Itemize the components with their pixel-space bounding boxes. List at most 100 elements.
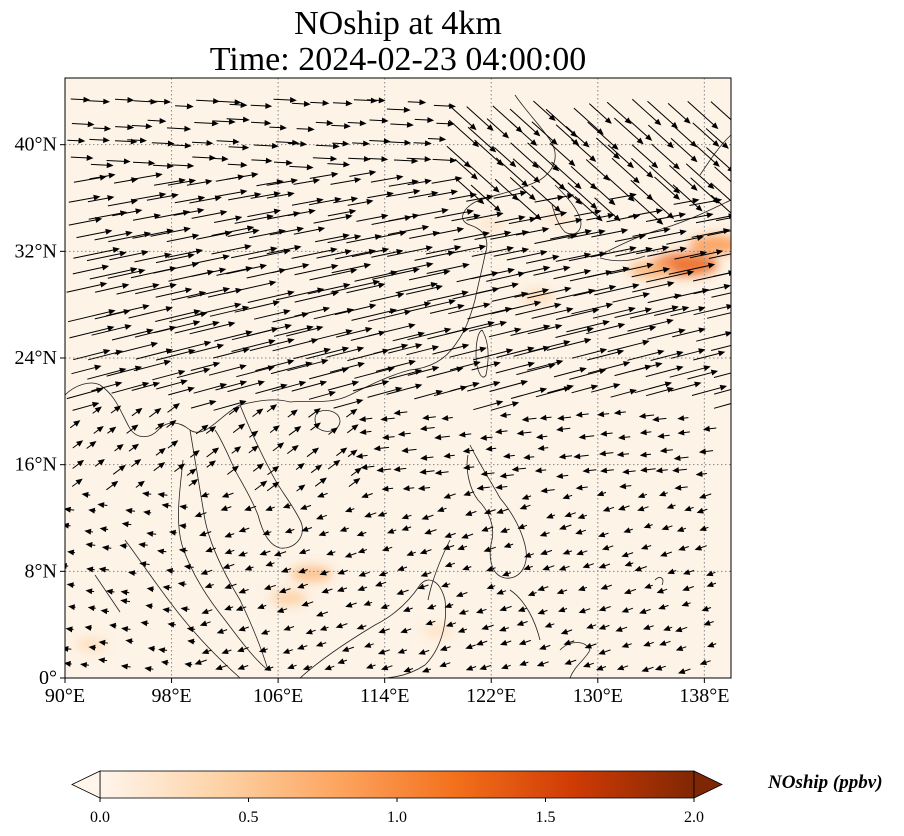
wind-arrow (387, 224, 430, 235)
wind-arrow (85, 541, 96, 548)
wind-arrow (335, 622, 348, 629)
wind-arrow (195, 254, 230, 264)
wind-arrow (574, 209, 602, 217)
wind-arrow (553, 367, 587, 378)
wind-arrow (557, 414, 572, 421)
wind-arrow (99, 526, 109, 533)
wind-arrow (494, 178, 519, 201)
wind-arrow (562, 549, 573, 555)
wind-arrow (216, 628, 228, 634)
wind-arrow (269, 425, 280, 433)
wind-arrow (265, 505, 275, 512)
wind-arrow (157, 492, 168, 498)
wind-arrow (512, 158, 541, 184)
wind-arrow (682, 569, 695, 575)
hotspot (477, 218, 505, 231)
wind-arrow (586, 322, 626, 335)
wind-arrow (146, 531, 157, 537)
wind-arrow (71, 364, 102, 375)
wind-arrow (116, 282, 160, 295)
wind-arrow (347, 198, 374, 206)
wind-arrow (501, 663, 511, 670)
wind-arrow (527, 323, 563, 335)
wind-arrow (629, 120, 653, 141)
hotspot (270, 590, 307, 606)
wind-arrow (448, 104, 477, 131)
wind-arrow (606, 101, 632, 125)
wind-arrow (449, 360, 481, 371)
wind-arrow (567, 182, 598, 210)
wind-arrow (687, 369, 719, 380)
chart-subtitle: Time: 2024-02-23 04:00:00 (210, 41, 587, 78)
x-tick-label: 122°E (466, 685, 516, 707)
wind-arrow (81, 491, 91, 498)
wind-arrow (269, 226, 305, 236)
wind-arrow (491, 300, 542, 315)
wind-arrow (411, 208, 449, 218)
wind-arrow (600, 430, 613, 437)
wind-arrow (607, 339, 650, 353)
wind-arrow (713, 372, 731, 378)
wind-arrow (70, 154, 94, 161)
wind-arrow (152, 369, 186, 381)
wind-arrow (467, 380, 501, 392)
wind-arrow (499, 626, 509, 632)
wind-arrow (564, 659, 577, 665)
wind-arrow (527, 286, 572, 299)
wind-arrow (631, 144, 659, 169)
wind-arrow (244, 565, 254, 571)
wind-arrow (167, 403, 180, 413)
wind-arrow (174, 463, 186, 472)
wind-arrow (388, 301, 432, 314)
wind-arrow (98, 566, 110, 573)
wind-arrow (139, 561, 150, 568)
wind-arrow (659, 447, 673, 454)
wind-arrow (133, 359, 171, 372)
wind-arrow (685, 163, 715, 190)
wind-arrow (89, 267, 138, 280)
wind-arrow (509, 108, 541, 137)
hotspot (628, 261, 674, 279)
wind-arrow (457, 544, 468, 551)
wind-arrow (644, 583, 653, 589)
wind-arrow (276, 607, 288, 613)
wind-arrow (368, 323, 416, 337)
wind-arrow (86, 250, 127, 262)
wind-arrow (393, 157, 419, 164)
wind-arrow (465, 665, 477, 671)
wind-arrow (612, 292, 651, 303)
wind-arrow (646, 270, 695, 283)
wind-arrow (711, 183, 731, 202)
wind-arrow (654, 664, 666, 671)
wind-arrow (712, 272, 731, 277)
wind-arrow (140, 620, 149, 627)
wind-arrow (380, 603, 390, 610)
wind-arrow (661, 524, 673, 531)
wind-arrow (547, 384, 574, 394)
wind-arrow (444, 561, 456, 568)
wind-arrow (238, 526, 250, 533)
wind-arrow (355, 453, 368, 459)
wind-arrow (540, 549, 553, 556)
wind-arrow (674, 127, 698, 148)
wind-arrow (707, 641, 717, 648)
wind-arrow (258, 646, 268, 653)
wind-arrow (556, 473, 569, 479)
wind-arrow (654, 305, 690, 316)
wind-arrow (150, 226, 191, 237)
wind-arrow (154, 177, 186, 186)
wind-arrow (531, 307, 574, 319)
x-tick-label: 90°E (45, 685, 85, 707)
wind-arrow (371, 249, 404, 258)
wind-arrow (437, 506, 447, 513)
wind-arrow (114, 341, 159, 355)
wind-arrow (592, 306, 636, 319)
wind-arrow (608, 192, 637, 200)
wind-arrow (439, 645, 451, 651)
wind-arrow (194, 511, 207, 518)
wind-arrow (587, 349, 625, 361)
wind-arrow (677, 429, 690, 436)
wind-arrow (699, 493, 712, 499)
wind-arrow (127, 137, 147, 144)
